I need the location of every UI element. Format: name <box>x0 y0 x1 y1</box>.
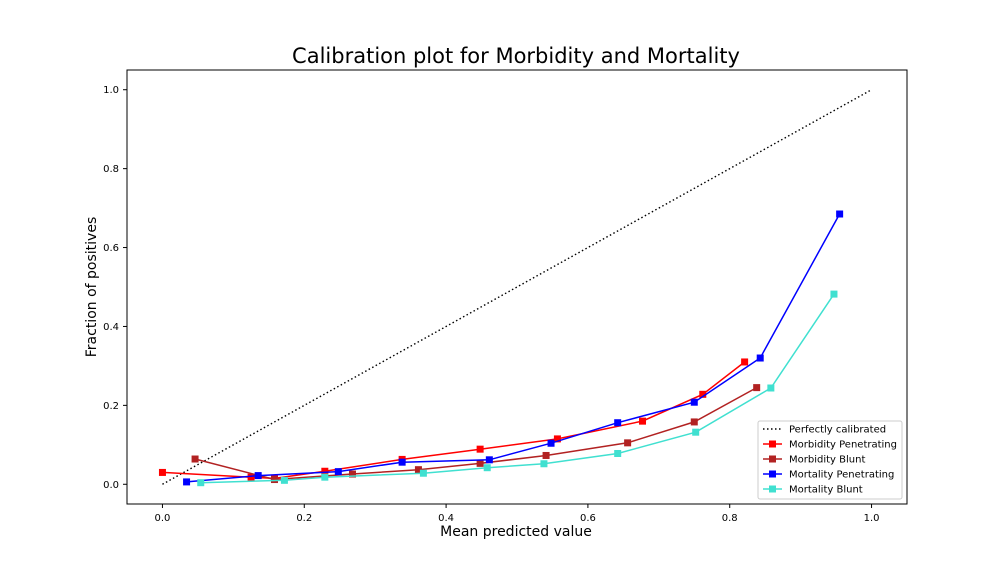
data-point-morbidity-blunt <box>191 455 199 463</box>
y-tick-label: 0.8 <box>103 164 119 175</box>
legend-box <box>757 420 903 500</box>
data-point-morbidity-penetrating <box>476 445 484 453</box>
data-point-mortality-blunt <box>692 428 700 436</box>
legend-item-mortality-blunt: Mortality Blunt <box>763 485 863 496</box>
legend-label: Morbidity Penetrating <box>789 440 897 451</box>
legend-item-perfectly-calibrated: Perfectly calibrated <box>763 425 886 436</box>
x-tick-label: 0.0 <box>155 513 171 524</box>
data-point-morbidity-penetrating <box>553 435 561 443</box>
axis-ticks: 0.0 0.2 0.4 0.6 0.8 1.0 0.0 0.2 0.4 0.6 0.8 1.0 <box>103 85 879 524</box>
data-point-morbidity-penetrating <box>321 467 329 475</box>
data-point-mortality-blunt <box>614 449 622 457</box>
data-point-morbidity-blunt <box>690 418 698 426</box>
data-point-mortality-penetrating <box>614 419 622 427</box>
data-point-mortality-penetrating <box>547 439 555 447</box>
data-point-mortality-penetrating <box>183 478 191 486</box>
x-tick-label: 0.8 <box>722 513 738 524</box>
data-point-mortality-blunt <box>280 476 288 484</box>
y-axis-label: Fraction of positives <box>84 217 100 358</box>
x-tick-label: 0.4 <box>438 513 454 524</box>
data-point-mortality-blunt <box>321 473 329 481</box>
legend-item-morbidity-blunt: Morbidity Blunt <box>763 455 865 466</box>
data-point-morbidity-blunt <box>348 470 356 478</box>
series-line-morbidity-blunt <box>194 386 758 481</box>
x-tick-label: 1.0 <box>864 513 880 524</box>
y-tick-label: 0.6 <box>103 243 119 254</box>
legend-item-mortality-penetrating: Mortality Penetrating <box>763 470 894 481</box>
data-point-mortality-blunt <box>419 469 427 477</box>
legend-item-morbidity-penetrating: Morbidity Penetrating <box>763 440 897 451</box>
data-point-mortality-penetrating <box>334 468 342 476</box>
legend-label: Perfectly calibrated <box>789 425 886 436</box>
data-point-mortality-blunt <box>830 290 838 298</box>
legend-label: Mortality Penetrating <box>789 470 894 481</box>
data-point-morbidity-penetrating <box>699 390 707 398</box>
data-point-morbidity-blunt <box>476 459 484 467</box>
legend-swatch-marker <box>769 455 776 463</box>
data-point-mortality-penetrating <box>690 398 698 406</box>
x-tick-label: 0.2 <box>296 513 312 524</box>
data-point-mortality-blunt <box>540 460 548 468</box>
data-point-mortality-blunt <box>483 464 491 472</box>
data-point-morbidity-blunt <box>624 439 632 447</box>
chart-title: Calibration plot for Morbidity and Morta… <box>292 44 740 68</box>
data-point-morbidity-blunt <box>753 384 761 392</box>
y-tick-label: 1.0 <box>103 85 119 96</box>
data-point-morbidity-penetrating <box>741 358 749 366</box>
legend-swatch-marker <box>769 470 776 478</box>
reference-line-perfectly-calibrated <box>162 89 872 485</box>
data-point-morbidity-blunt <box>414 466 422 474</box>
data-point-mortality-penetrating <box>485 456 493 464</box>
legend: Perfectly calibrated Morbidity Penetratin… <box>757 420 903 500</box>
x-tick-label: 0.6 <box>580 513 596 524</box>
data-point-mortality-blunt <box>767 384 775 392</box>
x-axis-label: Mean predicted value <box>440 524 592 540</box>
legend-swatch-marker <box>769 485 776 493</box>
data-point-mortality-penetrating <box>398 458 406 466</box>
y-tick-label: 0.0 <box>103 480 119 491</box>
series-line-mortality-blunt <box>200 293 835 484</box>
data-point-mortality-penetrating <box>254 472 262 480</box>
data-point-morbidity-blunt <box>542 451 550 459</box>
legend-swatch-marker <box>769 440 776 448</box>
data-point-mortality-blunt <box>197 479 205 487</box>
series-line-mortality-penetrating <box>186 213 841 483</box>
legend-label: Morbidity Blunt <box>789 455 865 466</box>
data-point-morbidity-blunt <box>270 476 278 484</box>
legend-label: Mortality Blunt <box>789 485 863 496</box>
plot-area <box>158 89 872 487</box>
axes-frame <box>126 69 908 505</box>
data-point-morbidity-penetrating <box>158 468 166 476</box>
data-point-morbidity-penetrating <box>639 417 647 425</box>
data-point-mortality-penetrating <box>756 354 764 362</box>
data-point-mortality-penetrating <box>836 210 844 218</box>
data-point-morbidity-penetrating <box>247 473 255 481</box>
y-tick-label: 0.4 <box>103 322 119 333</box>
y-tick-label: 0.2 <box>103 401 119 412</box>
